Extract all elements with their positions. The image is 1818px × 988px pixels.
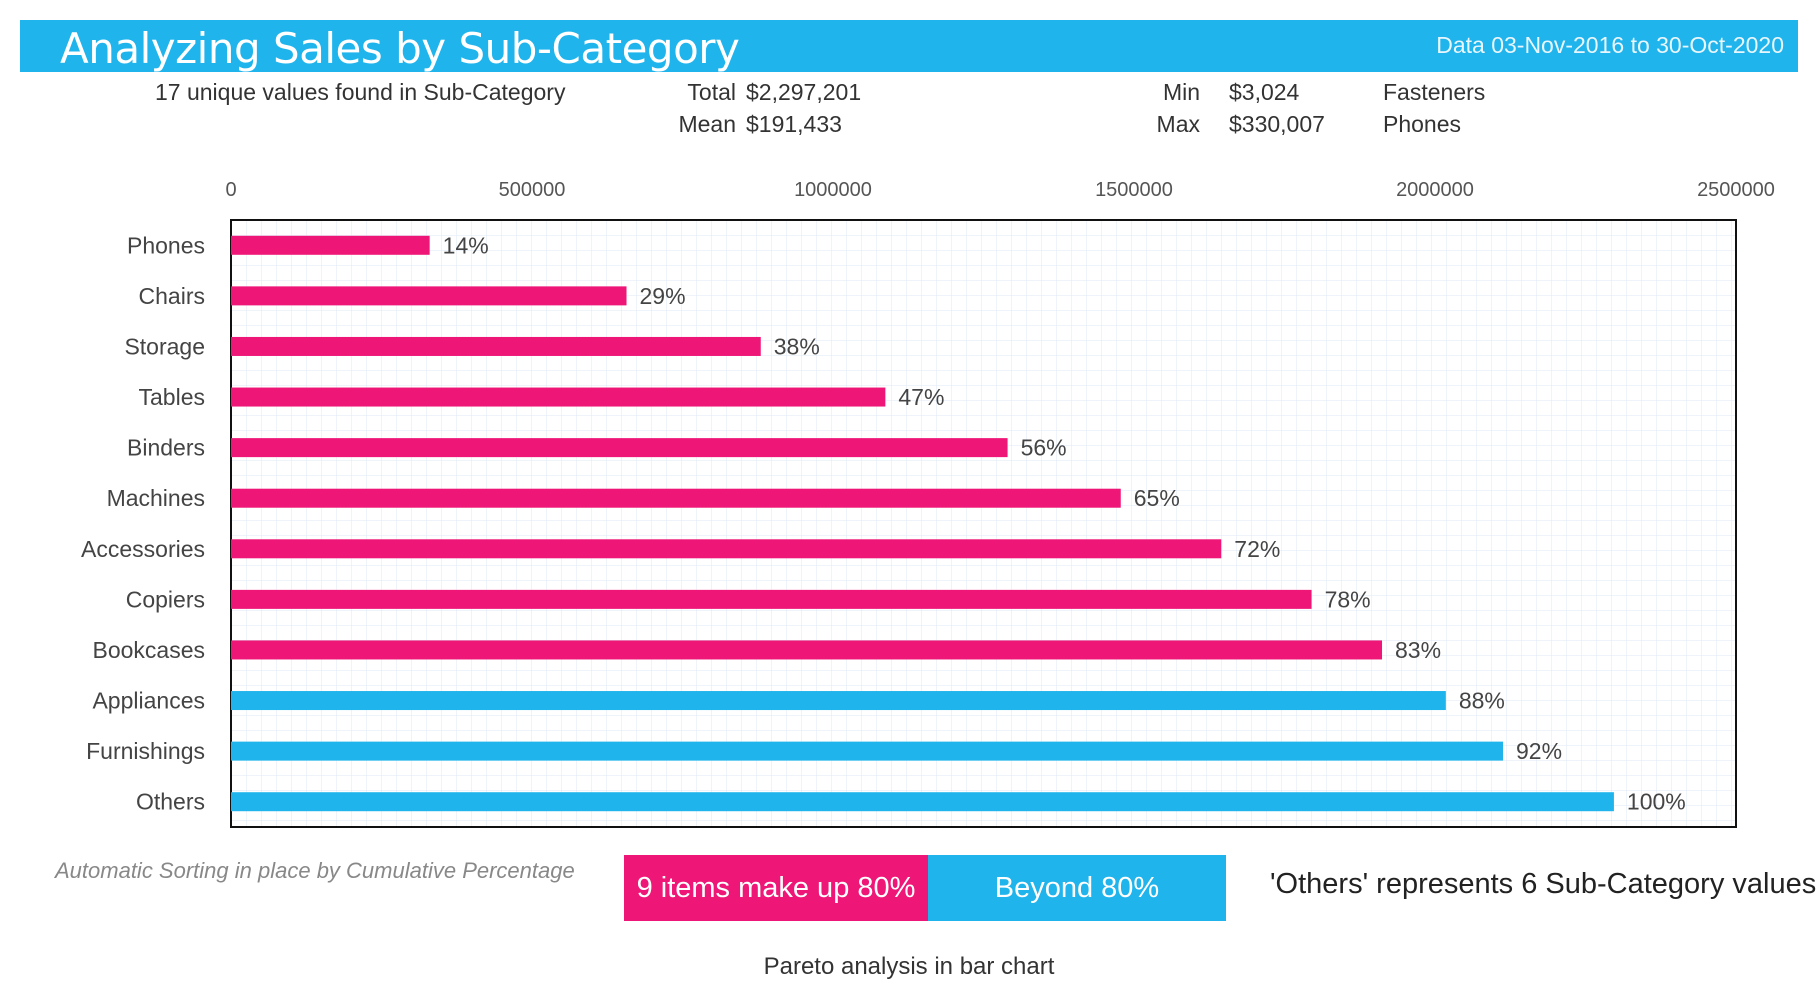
bar [231,336,761,356]
bar [231,387,886,407]
x-tick-label: 2500000 [1697,179,1775,201]
bar [231,235,430,255]
data-label: 83% [1395,637,1441,663]
category-label: Chairs [139,283,205,309]
category-label: Copiers [126,586,205,612]
category-label: Others [136,789,205,815]
min-value: $3,024 [1229,79,1300,105]
data-label: 29% [640,283,686,309]
header-bar: Analyzing Sales by Sub-Category Data 03-… [20,20,1798,73]
legend-within-80-label: 9 items make up 80% [636,871,916,904]
data-label: 38% [774,333,820,359]
plot-frame [230,219,1737,828]
data-label: 72% [1234,536,1280,562]
bar [231,691,1446,711]
legend-within-80: 9 items make up 80% [624,855,928,921]
legend-beyond-80: Beyond 80% [928,855,1226,921]
data-label: 65% [1134,485,1180,511]
max-value: $330,007 [1229,111,1325,137]
page-title: Analyzing Sales by Sub-Category [60,24,740,73]
mean-value: $191,433 [746,111,842,137]
category-label: Machines [107,485,205,511]
bar [231,286,627,306]
bar [231,792,1614,812]
bar [231,539,1222,559]
data-label: 100% [1627,789,1686,815]
data-label: 92% [1516,738,1562,764]
data-label: 88% [1459,688,1505,714]
category-label: Storage [124,333,205,359]
category-label: Phones [127,232,205,258]
data-label: 56% [1021,435,1067,461]
data-label: 78% [1325,586,1371,612]
x-tick-label: 500000 [499,179,566,201]
max-item: Phones [1383,111,1462,137]
category-label: Accessories [81,536,205,562]
total-value: $2,297,201 [746,79,862,105]
figure-caption: Pareto analysis in bar chart [763,953,1055,980]
mean-label: Mean [678,111,736,137]
category-label: Furnishings [86,738,205,764]
min-item: Fasteners [1383,79,1486,105]
x-tick-label: 0 [225,179,236,201]
bar [231,438,1008,458]
x-tick-label: 1500000 [1095,179,1173,201]
max-label: Max [1156,111,1200,137]
data-label: 14% [443,232,489,258]
bar [231,640,1383,660]
date-range: Data 03-Nov-2016 to 30-Oct-2020 [1436,32,1784,58]
x-tick-label: 1000000 [794,179,872,201]
bar [231,589,1312,609]
min-label: Min [1162,79,1200,105]
others-note: 'Others' represents 6 Sub-Category value… [1270,868,1817,900]
category-label: Binders [127,435,205,461]
bar [231,488,1121,508]
bar [231,741,1504,761]
legend-beyond-80-label: Beyond 80% [994,871,1160,904]
data-label: 47% [898,384,944,410]
total-label: Total [687,79,736,105]
category-label: Bookcases [92,637,205,663]
sorting-footnote: Automatic Sorting in place by Cumulative… [55,858,575,883]
unique-values-text: 17 unique values found in Sub-Category [155,79,566,105]
plot-grid [231,220,1736,827]
category-label: Appliances [92,688,205,714]
pareto-bar-chart: 0 500000 1000000 1500000 2000000 2500000 Phone… [81,179,1775,828]
x-tick-label: 2000000 [1396,179,1474,201]
category-label: Tables [139,384,205,410]
